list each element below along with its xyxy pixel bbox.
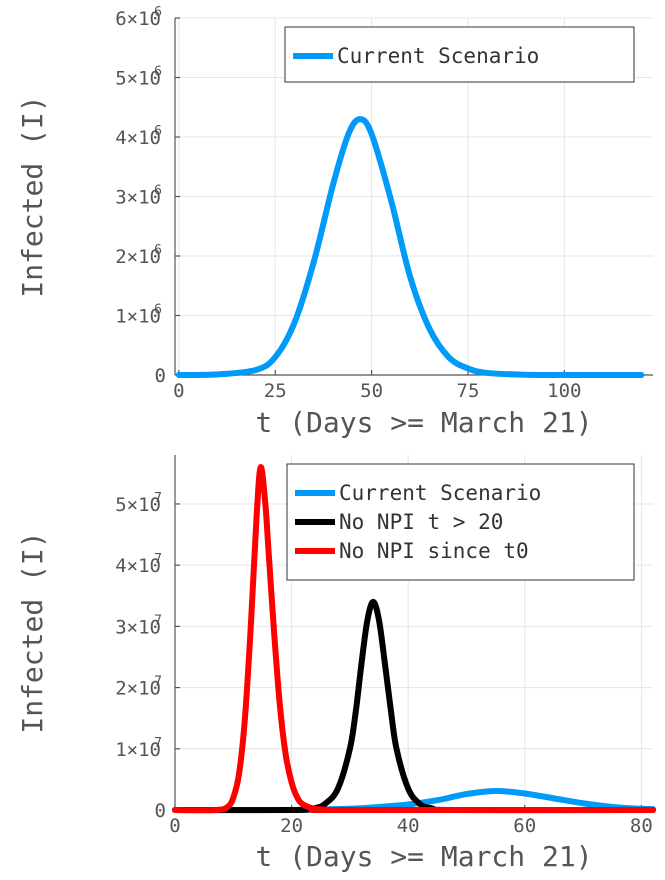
x-tick-label: 75	[457, 380, 480, 402]
x-tick-label: 25	[264, 380, 287, 402]
x-tick-label: 80	[630, 815, 653, 837]
y-tick-exponent: 6	[154, 5, 162, 20]
legend-entry: No NPI since t0	[339, 539, 529, 563]
legend-entry: No NPI t > 20	[339, 510, 503, 534]
x-tick-label: 50	[360, 380, 383, 402]
series-line-no-npi-since-t0	[172, 464, 656, 814]
x-tick-label: 60	[513, 815, 536, 837]
y-tick-label: 4×10	[115, 555, 161, 577]
y-tick-label: 2×10	[115, 246, 161, 268]
y-tick-label: 1×10	[115, 739, 161, 761]
y-tick-label: 4×10	[115, 127, 161, 149]
y-tick-label: 2×10	[115, 678, 161, 700]
legend-entry: Current Scenario	[337, 44, 539, 68]
legend: Current Scenario No NPI t > 20 No NPI sinc…	[286, 463, 635, 581]
y-tick-exponent: 7	[154, 491, 162, 506]
x-axis-label: t (Days >= March 21)	[255, 840, 592, 873]
y-tick-label: 1×10	[115, 306, 161, 328]
y-tick-exponent: 6	[154, 303, 162, 318]
legend-box	[286, 463, 635, 581]
legend-entry: Current Scenario	[339, 481, 541, 505]
y-tick-label: 5×10	[115, 68, 161, 90]
y-tick-exponent: 7	[154, 552, 162, 567]
chart-1: 0 25 50 75 10001×1062×1063×1064×1065×1066×10…	[16, 5, 653, 439]
series-line-no-npi-t-20	[172, 598, 656, 814]
y-tick-exponent: 7	[154, 736, 162, 751]
y-tick-exponent: 6	[154, 243, 162, 258]
series-line-current-scenario	[175, 116, 645, 379]
y-tick-label: 3×10	[115, 187, 161, 209]
y-tick-exponent: 6	[154, 184, 162, 199]
legend: Current Scenario	[284, 26, 635, 83]
x-tick-label: 20	[280, 815, 303, 837]
x-tick-label: 40	[397, 815, 420, 837]
y-tick-label: 6×10	[115, 8, 161, 30]
x-tick-label: 0	[169, 815, 180, 837]
y-tick-exponent: 6	[154, 65, 162, 80]
y-tick-exponent: 7	[154, 675, 162, 690]
x-tick-label: 0	[173, 380, 184, 402]
y-axis-label: Infected (I)	[16, 95, 49, 297]
y-axis-label: Infected (I)	[16, 531, 49, 733]
y-tick-exponent: 7	[154, 613, 162, 628]
legend-box	[284, 26, 635, 83]
x-axis-label: t (Days >= March 21)	[255, 406, 592, 439]
y-tick-exponent: 6	[154, 124, 162, 139]
y-tick-label: 0	[155, 365, 166, 387]
x-tick-label: 100	[547, 380, 581, 402]
y-tick-label: 5×10	[115, 494, 161, 516]
y-tick-label: 0	[155, 800, 166, 822]
y-tick-label: 3×10	[115, 616, 161, 638]
